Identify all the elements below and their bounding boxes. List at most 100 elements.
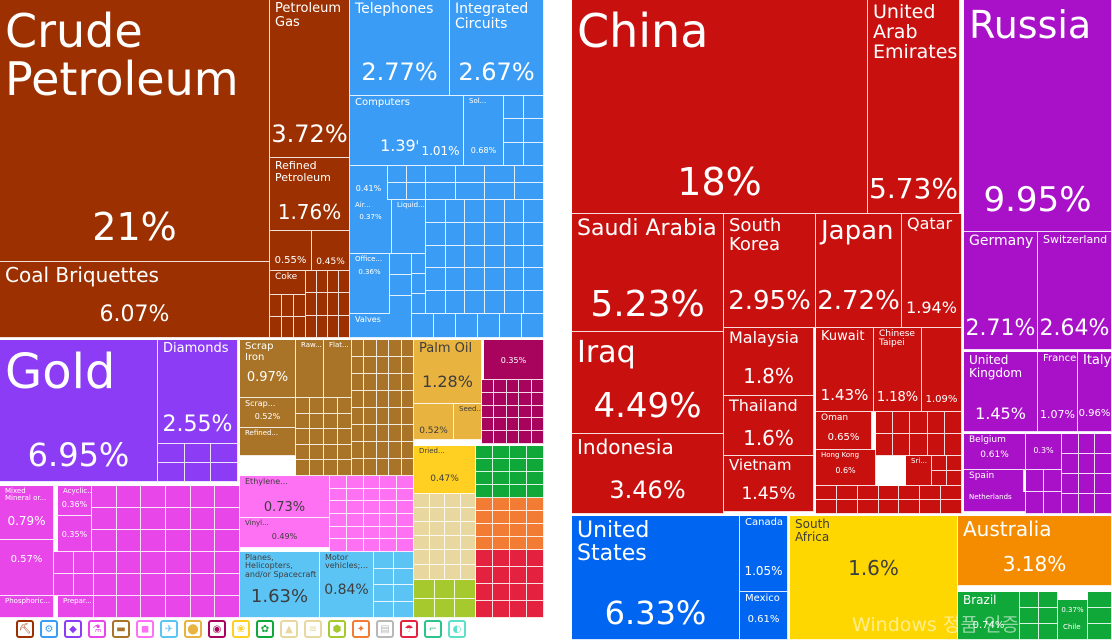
destination-tile-indonesia[interactable]: Indonesia 3.46% [572, 434, 724, 514]
plastics-icon[interactable]: ◼ [136, 620, 154, 638]
transportation-icon[interactable]: ✈ [160, 620, 178, 638]
destination-tile-france[interactable]: France 1.07% [1038, 352, 1078, 432]
destination-tile-russia[interactable]: Russia 9.95% [964, 0, 1112, 232]
machines-icon[interactable]: ⚙ [40, 620, 58, 638]
product-tile-seed[interactable]: Seed... [454, 404, 482, 440]
product-tile-diamonds[interactable]: Diamonds 2.55% [158, 340, 238, 444]
destination-tile-unlabeled-24[interactable]: 0.3% [1026, 434, 1062, 470]
instruments-icon[interactable]: ◉ [208, 620, 226, 638]
product-tile-air[interactable]: Air... 0.37% [350, 200, 392, 254]
destination-tile-germany[interactable]: Germany 2.71% [964, 232, 1038, 350]
product-tile-vinyl[interactable]: Vinyl... 0.49% [240, 518, 330, 548]
product-tile-flat[interactable]: Flat... [324, 340, 352, 398]
destination-tile-malaysia[interactable]: Malaysia 1.8% [724, 328, 814, 396]
product-tile-unlabeled-10[interactable]: 1.01% [418, 96, 464, 166]
product-tile-valves[interactable]: Valves [350, 314, 412, 338]
stone-glass-icon[interactable]: ▲ [280, 620, 298, 638]
footwear-icon[interactable]: ⌐ [424, 620, 442, 638]
product-tile-crude-petroleum[interactable]: Crude Petroleum 21% [0, 0, 270, 262]
product-tile-refined-petroleum[interactable]: Refined Petroleum 1.76% [270, 158, 350, 231]
animal-fats-icon[interactable]: ⬤ [184, 620, 202, 638]
product-tile-mixed-mineral-or[interactable]: Mixed Mineral or... 0.79% [0, 486, 54, 540]
product-tile-palm-oil[interactable]: Palm Oil 1.28% [414, 340, 482, 404]
product-tile-acyclic[interactable]: Acyclic... 0.36% [58, 486, 92, 516]
destination-minor-tile [857, 500, 879, 514]
destination-tile-chinese-taipei[interactable]: Chinese Taipei 1.18% [874, 328, 922, 412]
destination-tile-switzerland[interactable]: Switzerland 2.64% [1038, 232, 1112, 350]
destination-tile-south-korea[interactable]: South Korea 2.95% [724, 214, 816, 328]
destination-tile-spain[interactable]: Spain [964, 470, 1024, 494]
tile-value: 0.97% [246, 370, 289, 385]
miscellaneous-icon[interactable]: ☂ [400, 620, 418, 638]
product-tile-unlabeled-5[interactable]: 0.45% [312, 231, 350, 271]
tile-value: 0.36% [358, 268, 381, 276]
product-tile-scrap[interactable]: Scrap... 0.52% [240, 398, 296, 428]
vegetable-products-icon[interactable]: ❀ [232, 620, 250, 638]
destination-tile-japan[interactable]: Japan 2.72% [816, 214, 902, 328]
product-tile-unlabeled-27[interactable]: 0.35% [484, 340, 544, 380]
product-tile-liquid[interactable]: Liquid... [392, 200, 426, 254]
product-minor-tile [380, 514, 398, 527]
destination-tile-belgium[interactable]: Belgium 0.61% [964, 434, 1026, 470]
product-tile-office[interactable]: Office... 0.36% [350, 254, 390, 314]
metals-icon[interactable]: ▬ [112, 620, 130, 638]
destination-tile-canada[interactable]: Canada 1.05% [740, 516, 788, 592]
destination-tile-vietnam[interactable]: Vietnam 1.45% [724, 456, 814, 512]
product-tile-unlabeled-31[interactable]: 0.35% [58, 516, 92, 552]
destination-tile-australia[interactable]: Australia 3.18% [958, 516, 1112, 586]
wood-products-icon[interactable]: ≡ [304, 620, 322, 638]
destination-tile-unlabeled-13[interactable]: 1.09% [922, 328, 962, 412]
product-tile-sol[interactable]: Sol... 0.68% [464, 96, 504, 166]
destination-tile-united-kingdom[interactable]: United Kingdom 1.45% [964, 352, 1038, 432]
chemical-products-icon[interactable]: ⚗ [88, 620, 106, 638]
product-tile-telephones[interactable]: Telephones 2.77% [350, 0, 450, 96]
mineral-products-icon[interactable]: ⛏ [16, 620, 34, 638]
product-tile-coal-briquettes[interactable]: Coal Briquettes 6.07% [0, 262, 270, 338]
destination-tile-iraq[interactable]: Iraq 4.49% [572, 332, 724, 434]
product-minor-tile [190, 574, 216, 596]
product-minor-tile [330, 539, 347, 552]
product-tile-phosphoric[interactable]: Phosphoric... [0, 596, 54, 618]
product-tile-prepar[interactable]: Prepar... [58, 596, 94, 618]
destination-tile-united-states[interactable]: United States 6.33% [572, 516, 740, 640]
product-minor-tile [519, 392, 532, 406]
destination-tile-brazil[interactable]: Brazil 0.74% [958, 592, 1020, 640]
product-tile-dried[interactable]: Dried... 0.47% [414, 446, 476, 494]
product-tile-gold[interactable]: Gold 6.95% [0, 340, 158, 482]
product-tile-unlabeled-26[interactable]: 0.52% [414, 404, 454, 440]
destination-tile-china[interactable]: China 18% [572, 0, 868, 214]
destination-tile-sri[interactable]: Sri... [906, 456, 932, 486]
product-tile-refined[interactable]: Refined... [240, 428, 296, 456]
product-tile-coke[interactable]: Coke [270, 271, 306, 295]
destination-tile-kuwait[interactable]: Kuwait 1.43% [816, 328, 874, 412]
destination-tile-saudi-arabia[interactable]: Saudi Arabia 5.23% [572, 214, 724, 332]
product-tile-integrated-circuits[interactable]: Integrated Circuits 2.67% [450, 0, 544, 96]
destination-tile-south-africa[interactable]: South Africa 1.6% [790, 516, 958, 640]
product-tile-planes-helicopters-and-or-spacecraft[interactable]: Planes, Helicopters, and/or Spacecraft 1.… [240, 552, 320, 618]
precious-metals-icon[interactable]: ◆ [64, 620, 82, 638]
destination-tile-netherlands[interactable]: Netherlands [964, 492, 1026, 512]
tile-label: Spain [969, 471, 995, 481]
product-tile-motor-vehicles[interactable]: Motor vehicles;... 0.84% [320, 552, 374, 618]
destination-tile-thailand[interactable]: Thailand 1.6% [724, 396, 814, 456]
destination-tile-mexico[interactable]: Mexico 0.61% [740, 592, 788, 640]
destination-tile-oman[interactable]: Oman 0.65% [816, 412, 872, 450]
destination-tile-chile[interactable]: Chile [1058, 622, 1088, 640]
destination-tile-qatar[interactable]: Qatar 1.94% [902, 214, 962, 328]
product-tile-raw[interactable]: Raw... [296, 340, 324, 398]
destination-tile-hong-kong[interactable]: Hong Kong 0.6% [816, 450, 876, 486]
product-minor-tile [493, 472, 510, 485]
product-minor-tile [401, 459, 414, 476]
product-tile-unlabeled-4[interactable]: 0.55% [270, 231, 312, 271]
textiles-icon[interactable]: ✿ [256, 620, 274, 638]
destination-tile-united-arab-emirates[interactable]: United Arab Emirates 5.73% [868, 0, 960, 214]
foodstuffs-icon[interactable]: ⬢ [328, 620, 346, 638]
animal-hides-icon[interactable]: ◐ [448, 620, 466, 638]
paper-goods-icon[interactable]: ▤ [376, 620, 394, 638]
animal-products-icon[interactable]: ✦ [352, 620, 370, 638]
product-tile-petroleum-gas[interactable]: Petroleum Gas 3.72% [270, 0, 350, 158]
product-tile-ethylene[interactable]: Ethylene... 0.73% [240, 476, 330, 518]
destination-tile-italy[interactable]: Italy 0.96% [1078, 352, 1112, 432]
product-tile-unlabeled-32[interactable]: 0.57% [0, 540, 54, 596]
product-tile-scrap-iron[interactable]: Scrap Iron 0.97% [240, 340, 296, 398]
